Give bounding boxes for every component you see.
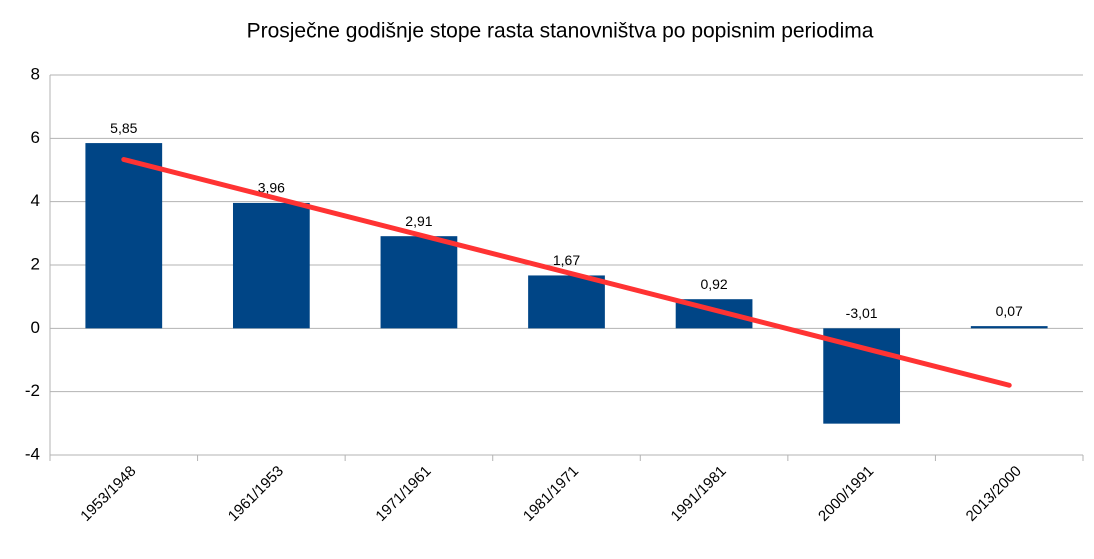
- bar: [85, 143, 163, 329]
- bar: [528, 275, 605, 329]
- x-tick-label: 1981/1971: [520, 463, 582, 525]
- x-tick-label: 1953/1948: [77, 463, 139, 525]
- y-tick-label: -4: [25, 444, 40, 463]
- value-label: 3,96: [258, 180, 285, 196]
- chart-title: Prosječne godišnje stope rasta stanovniš…: [247, 20, 874, 43]
- x-tick-label: 2013/2000: [963, 463, 1025, 525]
- trendline: [121, 156, 1012, 388]
- y-tick-label: 4: [31, 191, 40, 210]
- value-label: 0,92: [700, 276, 727, 292]
- y-tick-label: 0: [31, 318, 40, 337]
- x-tick-label: 2000/1991: [815, 463, 877, 525]
- x-tick-label: 1971/1961: [372, 463, 434, 525]
- x-tick-label: 1991/1981: [668, 463, 730, 525]
- y-tick-label: 2: [31, 254, 40, 273]
- y-tick-label: 6: [31, 128, 40, 147]
- value-label: 5,85: [110, 120, 137, 136]
- bar: [970, 326, 1048, 329]
- bar: [380, 236, 458, 329]
- y-tick-label: -2: [25, 381, 40, 400]
- bar: [232, 202, 310, 329]
- x-tick-label: 1961/1953: [225, 463, 287, 525]
- value-label: 2,91: [405, 213, 432, 229]
- y-tick-label: 8: [31, 64, 40, 83]
- value-label: 0,07: [996, 303, 1023, 319]
- bar: [823, 328, 901, 424]
- value-label: -3,01: [846, 305, 878, 321]
- value-label: 1,67: [553, 252, 580, 268]
